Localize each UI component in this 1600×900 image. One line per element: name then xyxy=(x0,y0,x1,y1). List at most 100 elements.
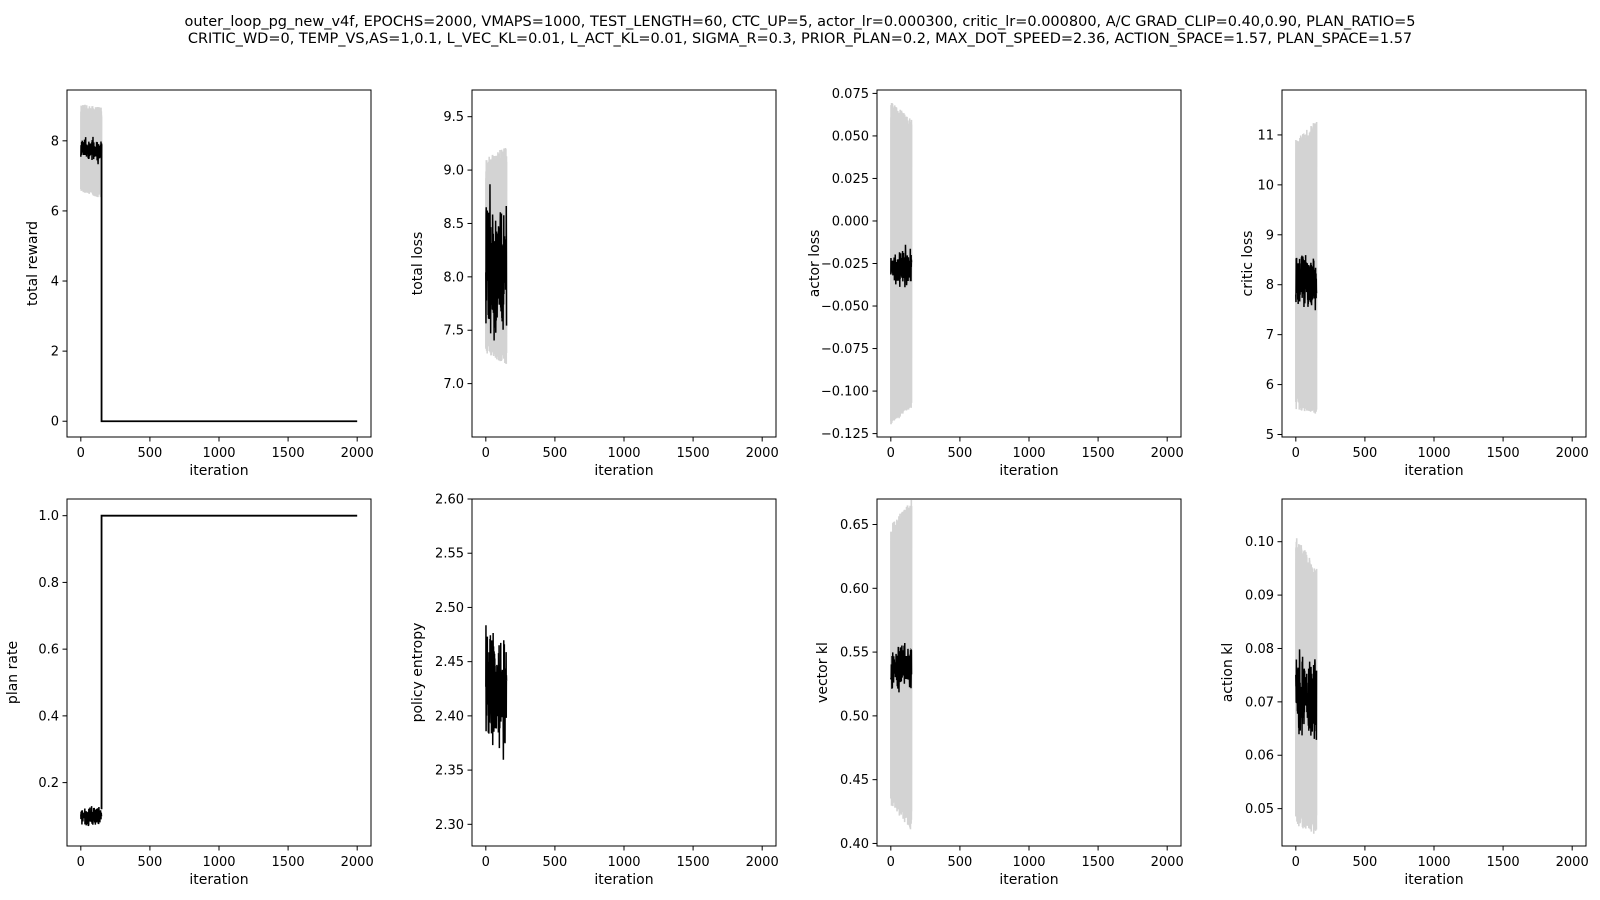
y-tick-label: 5 xyxy=(1266,428,1274,443)
x-tick-label: 1500 xyxy=(1082,446,1115,461)
x-axis-label: iteration xyxy=(1404,872,1463,888)
y-tick-label: 0.07 xyxy=(1245,695,1274,710)
x-tick-label: 500 xyxy=(1352,855,1377,870)
x-tick-label: 0 xyxy=(887,855,895,870)
y-tick-label: 2.35 xyxy=(435,764,464,779)
series-line-total-reward xyxy=(80,136,103,165)
series-line-total-reward-2 xyxy=(100,144,358,423)
x-tick-label: 1000 xyxy=(202,446,235,461)
series-line-vector-kl xyxy=(890,642,913,693)
y-tick-label: −0.025 xyxy=(821,257,869,272)
y-tick-label: 0.06 xyxy=(1245,749,1274,764)
y-tick-label: 0.025 xyxy=(832,172,869,187)
y-tick-label: 8 xyxy=(1266,278,1274,293)
x-axis-label: iteration xyxy=(999,872,1058,888)
x-tick-label: 1000 xyxy=(202,855,235,870)
y-tick-label: 8 xyxy=(51,134,59,149)
y-tick-label: 4 xyxy=(51,275,59,290)
x-tick-label: 2000 xyxy=(341,446,374,461)
figure-title-line-2: CRITIC_WD=0, TEMP_VS,AS=1,0.1, L_VEC_KL=… xyxy=(187,31,1413,47)
x-tick-label: 500 xyxy=(947,446,972,461)
y-tick-label: 7 xyxy=(1266,328,1274,343)
axes-frame xyxy=(66,89,372,438)
x-tick-label: 1000 xyxy=(607,855,640,870)
x-tick-label: 2000 xyxy=(746,855,779,870)
y-tick-label: 0.050 xyxy=(832,129,869,144)
y-tick-label: 7.5 xyxy=(443,324,464,339)
chart-total-loss: 0 500 1000 1500 2000 7.0 7.5 8.0 8.5 9.0 9.5 iterat… xyxy=(410,89,779,479)
axes-frame xyxy=(1281,498,1587,847)
y-tick-label: −0.125 xyxy=(821,427,869,442)
chart-policy-entropy: 0 500 1000 1500 2000 2.30 2.35 2.40 2.45 2.50 2.55… xyxy=(410,493,779,889)
y-tick-label: 0.09 xyxy=(1245,589,1274,604)
y-tick-label: 0.60 xyxy=(840,582,869,597)
y-axis-label: plan rate xyxy=(5,641,21,704)
axes-frame xyxy=(66,498,372,847)
x-tick-label: 0 xyxy=(1292,855,1300,870)
x-tick-label: 1000 xyxy=(1012,446,1045,461)
y-axis-label: vector kl xyxy=(815,642,831,703)
y-tick-label: 6 xyxy=(51,204,59,219)
y-tick-label: 2.40 xyxy=(435,709,464,724)
y-tick-label: 0.55 xyxy=(840,646,869,661)
y-tick-label: 0.000 xyxy=(832,214,869,229)
y-axis-label: policy entropy xyxy=(410,623,426,723)
x-tick-label: 1500 xyxy=(677,446,710,461)
x-tick-label: 0 xyxy=(77,446,85,461)
chart-critic-loss: 0 500 1000 1500 2000 5 6 7 8 9 10 11 iteration critic… xyxy=(1240,89,1589,479)
y-tick-label: 2.45 xyxy=(435,655,464,670)
x-tick-label: 1500 xyxy=(1487,446,1520,461)
x-tick-label: 1500 xyxy=(272,446,305,461)
x-axis-label: iteration xyxy=(594,463,653,479)
y-tick-label: 0.05 xyxy=(1245,802,1274,817)
series-line-critic-loss xyxy=(1295,255,1318,311)
y-tick-label: 0.08 xyxy=(1245,642,1274,657)
y-axis-label: action kl xyxy=(1220,643,1236,703)
axes-frame xyxy=(471,498,777,847)
y-tick-label: −0.075 xyxy=(821,342,869,357)
x-tick-label: 2000 xyxy=(1151,446,1184,461)
x-tick-label: 1500 xyxy=(677,855,710,870)
chart-actor-loss: 0 500 1000 1500 2000 −0.125 −0.100 −0.075 −0.050… xyxy=(807,87,1184,479)
y-tick-label: −0.100 xyxy=(821,385,869,400)
x-tick-label: 1000 xyxy=(1417,855,1450,870)
x-tick-label: 1500 xyxy=(272,855,305,870)
y-tick-label: 8.5 xyxy=(443,217,464,232)
x-tick-label: 2000 xyxy=(341,855,374,870)
y-tick-label: 0.45 xyxy=(840,773,869,788)
x-axis-label: iteration xyxy=(189,463,248,479)
y-tick-label: 0.6 xyxy=(38,643,59,658)
x-tick-label: 500 xyxy=(542,446,567,461)
y-axis-label: critic loss xyxy=(1240,231,1256,297)
x-tick-label: 500 xyxy=(947,855,972,870)
x-tick-label: 2000 xyxy=(746,446,779,461)
y-tick-label: 2.30 xyxy=(435,818,464,833)
figure-title-line-1: outer_loop_pg_new_v4f, EPOCHS=2000, VMAP… xyxy=(184,14,1416,30)
y-tick-label: 7.0 xyxy=(443,377,464,392)
chart-action-kl: 0 500 1000 1500 2000 0.05 0.06 0.07 0.08 0.09 0.10… xyxy=(1220,498,1589,888)
y-axis-label: total loss xyxy=(410,232,426,296)
x-tick-label: 1000 xyxy=(607,446,640,461)
y-tick-label: 10 xyxy=(1257,178,1274,193)
chart-total-reward: 0 500 1000 1500 2000 0 2 4 6 8 iteration total rewa… xyxy=(25,89,374,479)
y-tick-label: 2.55 xyxy=(435,547,464,562)
y-tick-label: 9.5 xyxy=(443,110,464,125)
y-tick-label: 1.0 xyxy=(38,509,59,524)
chart-vector-kl: 0 500 1000 1500 2000 0.40 0.45 0.50 0.55 0.60 0.65… xyxy=(815,498,1184,888)
y-tick-label: 0.10 xyxy=(1245,535,1274,550)
x-tick-label: 2000 xyxy=(1151,855,1184,870)
axes-frame xyxy=(876,89,1182,438)
x-axis-label: iteration xyxy=(999,463,1058,479)
y-tick-label: 0 xyxy=(51,415,59,430)
axes-frame xyxy=(1281,89,1587,438)
x-tick-label: 500 xyxy=(1352,446,1377,461)
series-line-policy-entropy xyxy=(485,625,508,760)
y-tick-label: 0.4 xyxy=(38,709,59,724)
y-tick-label: 9.0 xyxy=(443,164,464,179)
y-tick-label: 6 xyxy=(1266,378,1274,393)
y-axis-label: actor loss xyxy=(807,230,823,298)
y-tick-label: 11 xyxy=(1257,128,1274,143)
y-tick-label: 0.2 xyxy=(38,776,59,791)
series-line-plan-rate xyxy=(80,806,103,827)
y-tick-label: 0.075 xyxy=(832,87,869,102)
